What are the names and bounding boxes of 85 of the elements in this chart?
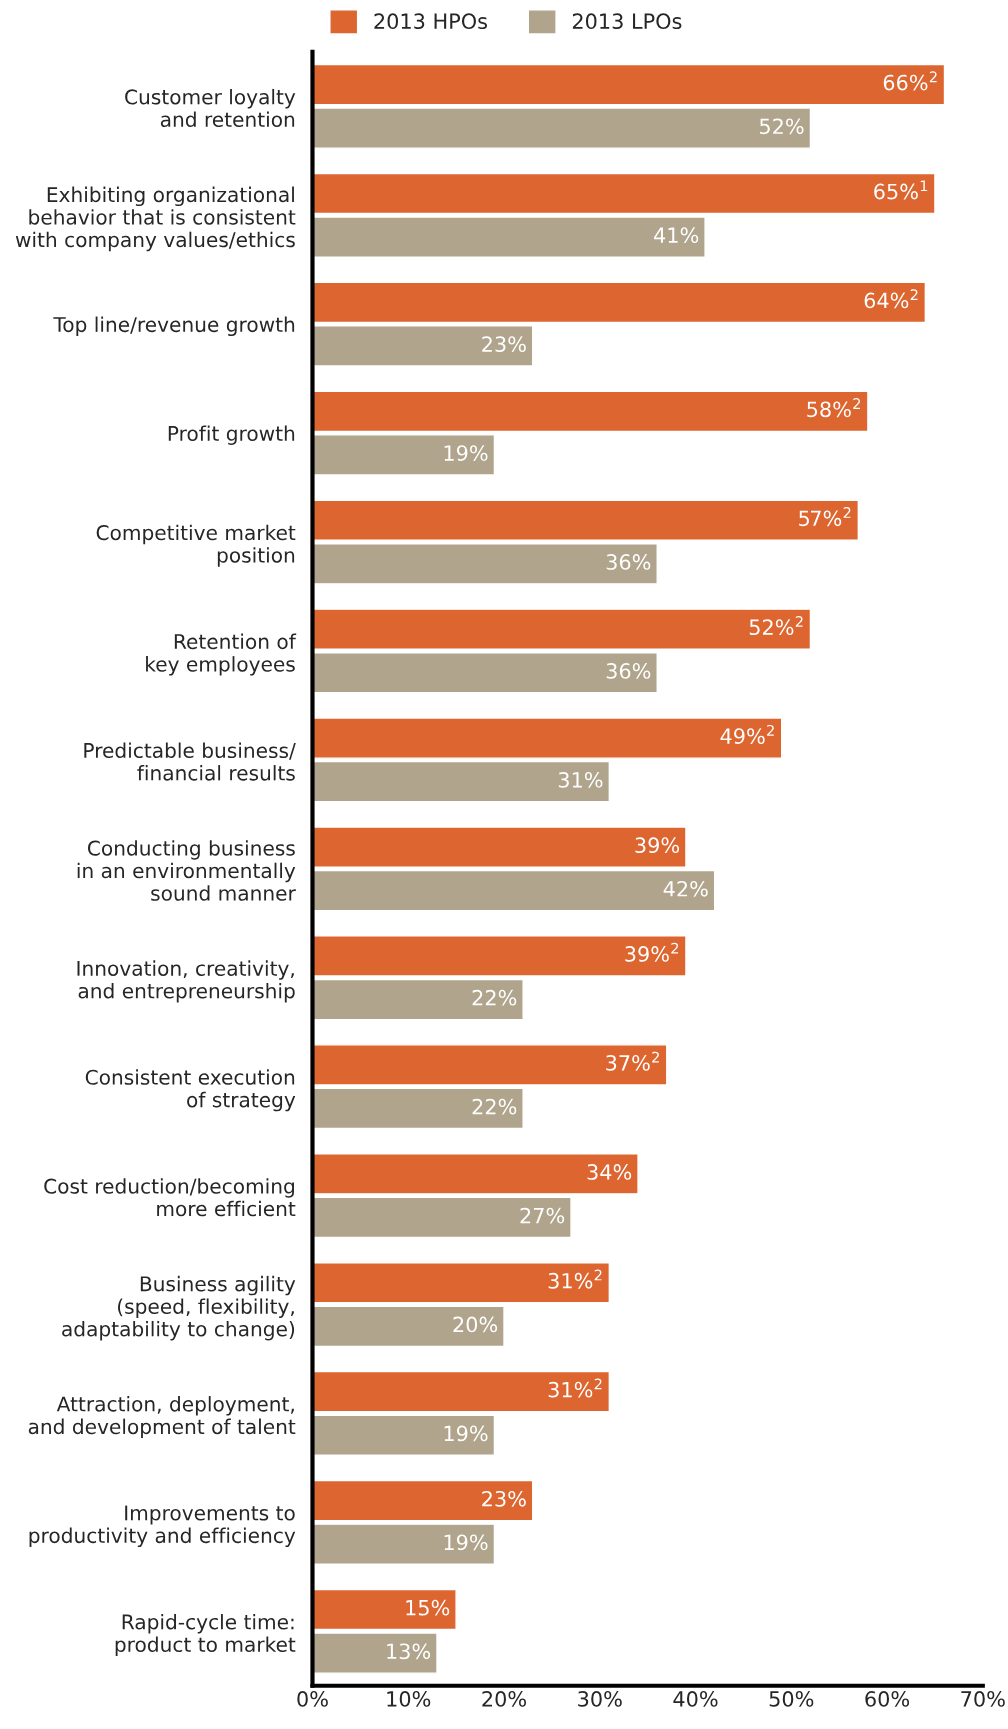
legend-label: 2013 LPOs: [572, 13, 682, 30]
y-tick-label: Customer loyalty and retention: [125, 88, 296, 128]
bar: [312, 652, 658, 694]
bar: [312, 216, 706, 258]
data-label: 64%$^{2}$: [864, 289, 918, 309]
bar: [312, 172, 936, 215]
data-label: 31%$^{2}$: [548, 1378, 602, 1398]
y-tick-label: Top line/revenue growth: [53, 316, 295, 337]
y-tick-label: Attraction, deployment, and development of talent: [28, 1396, 296, 1439]
data-label: 31%: [558, 771, 603, 788]
data-label: 41%: [654, 227, 699, 244]
bar: [312, 1262, 611, 1304]
data-label: 34%: [587, 1164, 632, 1180]
y-tick-label: Predictable business/ financial results: [84, 742, 296, 781]
data-label: 36%: [606, 554, 651, 570]
y-tick-label: Exhibiting organizational behavior that is consistent with company values/ethics: [15, 186, 296, 252]
bar: [312, 325, 534, 367]
data-label: 52%: [759, 118, 804, 135]
data-label: 22%: [472, 989, 517, 1006]
x-tick-label: 40%: [673, 1691, 718, 1707]
y-tick-label: Innovation, creativity, and entrepreneurship: [77, 960, 295, 1003]
bar: [312, 1196, 572, 1239]
data-label: 31%$^{2}$: [548, 1269, 602, 1289]
data-label: 22%: [472, 1098, 517, 1115]
bar: [312, 935, 687, 977]
bar: [312, 107, 812, 149]
data-label: 13%: [387, 1643, 431, 1660]
bar: [312, 1153, 639, 1195]
data-label: 52%$^{2}$: [749, 615, 803, 636]
x-tick-label: 60%: [865, 1691, 910, 1707]
bar: [312, 1370, 611, 1413]
y-tick-label: Conducting business in an environmentally sound manner: [77, 840, 296, 901]
data-label: 58%$^{2}$: [807, 398, 861, 418]
y-tick-label: Improvements to productivity and efficiency: [29, 1505, 296, 1548]
x-tick-label: 20%: [482, 1691, 526, 1707]
x-tick-label: 50%: [769, 1691, 814, 1707]
data-label: 57%$^{2}$: [799, 507, 851, 527]
x-tick-label: 30%: [578, 1691, 622, 1707]
bar: [312, 1087, 524, 1130]
bar: [312, 978, 524, 1021]
data-label: 27%: [520, 1207, 565, 1224]
bar: [312, 434, 496, 476]
bar: [312, 63, 946, 106]
data-label: 20%: [453, 1316, 498, 1333]
x-tick-label: 0%: [297, 1691, 328, 1707]
data-label: 19%: [444, 1425, 488, 1442]
bar: [312, 1588, 457, 1631]
legend-label: 2013 HPOs: [374, 13, 487, 30]
y-tick-label: Profit growth: [168, 425, 295, 445]
data-label: 23%: [482, 1490, 526, 1507]
bar: [312, 869, 716, 912]
bar: [312, 1044, 668, 1086]
bar: [312, 499, 860, 541]
data-label: 49%$^{2}$: [720, 724, 774, 744]
data-label: 65%$^{1}$: [874, 180, 928, 200]
data-label: 66%$^{2}$: [883, 71, 937, 91]
bar: [312, 543, 658, 585]
x-tick-label: 10%: [387, 1691, 431, 1707]
bar: [312, 826, 687, 868]
y-tick-label: Rapid-cycle time: product to market: [115, 1613, 296, 1656]
data-label: 15%: [406, 1599, 450, 1616]
bar: [312, 717, 783, 759]
data-label: 39%: [635, 837, 680, 854]
x-tick-label: 70%: [961, 1691, 1005, 1707]
bar: [312, 1632, 438, 1674]
bar: [312, 390, 869, 433]
bar: [312, 1523, 496, 1565]
data-label: 23%: [482, 336, 526, 353]
data-label: 42%: [663, 880, 708, 897]
y-tick-label: Retention of key employees: [146, 633, 297, 676]
bar: [312, 1479, 534, 1522]
bar: [312, 760, 611, 803]
data-label: 36%: [606, 663, 651, 679]
data-label: 19%: [444, 1534, 488, 1551]
y-tick-label: Consistent execution of strategy: [85, 1069, 296, 1112]
y-tick-label: Cost reduction/becoming more efficient: [44, 1178, 296, 1217]
data-label: 37%$^{2}$: [606, 1051, 659, 1071]
y-tick-label: Business agility (speed, flexibility, adaptability to change): [62, 1275, 296, 1341]
bar: [312, 281, 927, 324]
data-label: 19%: [444, 445, 488, 461]
bar: [312, 1305, 505, 1348]
bar: [312, 608, 812, 650]
data-label: 39%$^{2}$: [625, 942, 679, 962]
y-tick-label: Competitive market position: [96, 524, 296, 567]
bar: [312, 1414, 496, 1456]
